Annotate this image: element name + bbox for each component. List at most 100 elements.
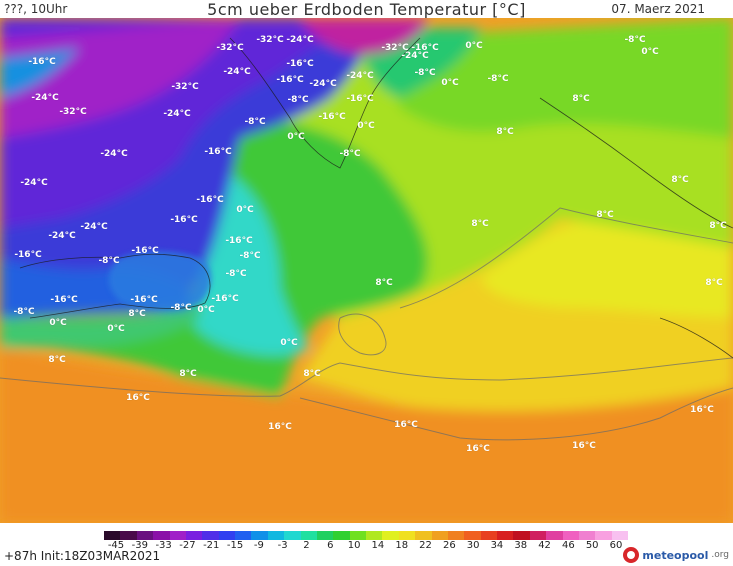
- temperature-label: -8°C: [239, 251, 261, 261]
- colorbar-label: 2: [303, 540, 310, 551]
- colorbar-swatch: [185, 531, 203, 540]
- temperature-label: -16°C: [411, 43, 439, 53]
- colorbar-label: 30: [466, 540, 480, 551]
- colorbar-label: 6: [327, 540, 334, 551]
- map-title: 5cm ueber Erdboden Temperatur [°C]: [207, 0, 526, 19]
- colorbar-label: 50: [585, 540, 599, 551]
- colorbar-label: -15: [226, 540, 244, 551]
- colorbar-label: -33: [155, 540, 172, 551]
- temperature-label: -24°C: [223, 67, 251, 77]
- temperature-label: -24°C: [163, 109, 191, 119]
- colorbar-swatch: [333, 531, 350, 540]
- temperature-label: -16°C: [28, 57, 56, 67]
- temperature-label: 16°C: [690, 405, 714, 415]
- footer-bar: -45 -39 -33 -27 -21 -15 -9 -3 2 6 10 14 18 22 26 30 34 38…: [0, 523, 733, 566]
- colorbar-label: -21: [203, 540, 220, 551]
- colorbar-swatch: [611, 531, 628, 540]
- temperature-label: -16°C: [130, 295, 158, 305]
- colorbar-swatch: [480, 531, 497, 540]
- init-label: +87h Init:18Z03MAR2021: [4, 549, 161, 563]
- colorbar-swatch: [562, 531, 579, 540]
- temperature-label: 16°C: [268, 422, 292, 432]
- colorbar-swatch: [169, 531, 186, 540]
- temperature-label: 8°C: [671, 175, 689, 185]
- temperature-label: -24°C: [286, 35, 314, 45]
- temperature-label: -16°C: [276, 75, 304, 85]
- colorbar-label: 22: [419, 540, 432, 551]
- orange-zone: [0, 348, 733, 523]
- temperature-label: -24°C: [48, 231, 76, 241]
- colorbar-swatch: [415, 531, 432, 540]
- colorbar-swatch: [136, 531, 154, 540]
- temperature-label: -24°C: [100, 149, 128, 159]
- temperature-label: -8°C: [487, 74, 509, 84]
- colorbar-swatch: [202, 531, 219, 540]
- temperature-label: 8°C: [303, 369, 321, 379]
- temperature-label: 16°C: [466, 444, 490, 454]
- colorbar-swatch: [464, 531, 481, 540]
- colorbar-label: -45: [107, 540, 125, 551]
- temperature-label: -32°C: [171, 82, 199, 92]
- colorbar-swatch: [104, 531, 121, 540]
- temperature-label: -32°C: [256, 35, 284, 45]
- colorbar-label: -27: [179, 540, 196, 551]
- temperature-label: -16°C: [211, 294, 239, 304]
- magenta-zone: [0, 18, 240, 138]
- coastal-green-zone: [0, 298, 200, 348]
- temperature-label: -16°C: [170, 215, 198, 225]
- temperature-label: 16°C: [572, 441, 596, 451]
- colorbar-swatch: [578, 531, 596, 540]
- temperature-label: -24°C: [31, 93, 59, 103]
- logo-text: meteopool: [642, 548, 709, 562]
- temperature-label: 8°C: [709, 221, 727, 231]
- temperature-label: -32°C: [381, 43, 409, 53]
- temperature-label: 8°C: [128, 309, 146, 319]
- colorbar-swatch: [251, 531, 268, 540]
- colorbar-label: -3: [277, 540, 288, 551]
- colorbar-swatch: [284, 531, 301, 540]
- temperature-label: -8°C: [339, 149, 361, 159]
- logo-icon: [623, 547, 640, 563]
- colorbar-swatch: [513, 531, 530, 540]
- colorbar-swatch: [595, 531, 612, 540]
- temperature-label: -24°C: [80, 222, 108, 232]
- colorbar-swatch: [120, 531, 137, 540]
- temperature-label: 0°C: [107, 324, 125, 334]
- colorbar-swatch: [153, 531, 170, 540]
- temperature-label: 0°C: [465, 41, 483, 51]
- temperature-label: -16°C: [131, 246, 159, 256]
- colorbar-label: 46: [562, 540, 575, 551]
- temperature-label: 8°C: [705, 278, 723, 288]
- temperature-label: -8°C: [225, 269, 247, 279]
- coastlines: [19, 37, 733, 359]
- colorbar-swatch: [218, 531, 235, 540]
- meteopool-logo[interactable]: meteopool .org: [623, 547, 729, 563]
- temperature-label: -8°C: [624, 35, 646, 45]
- temperature-label: 0°C: [641, 47, 659, 57]
- hot-magenta-zone: [300, 18, 430, 55]
- temperature-label: 8°C: [572, 94, 590, 104]
- temperature-label: -24°C: [401, 51, 429, 61]
- colorbar-label: 34: [490, 540, 504, 551]
- temperature-label: 0°C: [357, 121, 375, 131]
- temperature-map: -32°C -32°C -24°C -32°C -16°C 0°C -8°C 0°C -16°C…: [0, 18, 733, 523]
- colorbar-swatch: [546, 531, 563, 540]
- temperature-label: -8°C: [414, 68, 436, 78]
- colorbar-swatch: [497, 531, 514, 540]
- colorbar-label: 26: [442, 540, 456, 551]
- colorbar-swatch: [300, 531, 317, 540]
- colorbar-swatch: [267, 531, 285, 540]
- colorbar-label: 38: [514, 540, 528, 551]
- colorbar-label: 18: [395, 540, 409, 551]
- temperature-label: 8°C: [375, 278, 393, 288]
- temperature-label: 0°C: [197, 305, 215, 315]
- temperature-label: 0°C: [280, 338, 298, 348]
- temperature-label: -24°C: [309, 79, 337, 89]
- temperature-label: 16°C: [126, 393, 150, 403]
- colorbar-swatch: [366, 531, 383, 540]
- colorbar-swatch: [382, 531, 399, 540]
- colorbar-labels: -45 -39 -33 -27 -21 -15 -9 -3 2 6 10 14 18 22 26 30 34 38…: [104, 540, 628, 552]
- temperature-label: -16°C: [225, 236, 253, 246]
- temperature-label: 0°C: [441, 78, 459, 88]
- temperature-label: -16°C: [204, 147, 232, 157]
